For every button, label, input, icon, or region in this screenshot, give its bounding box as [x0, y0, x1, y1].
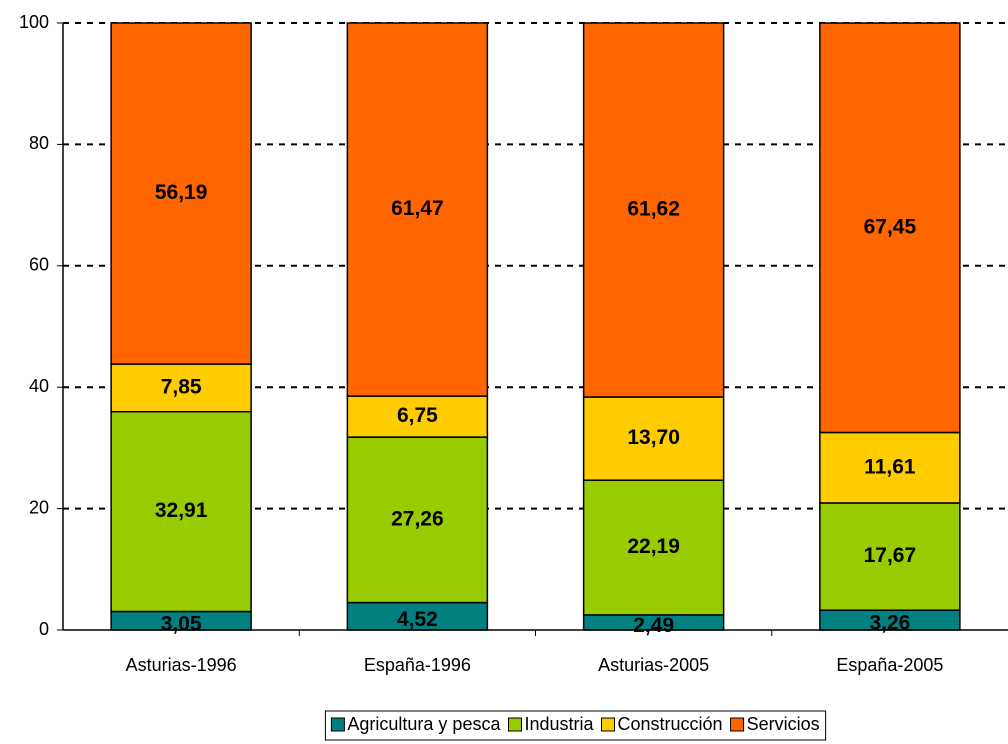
- bar-segment: [110, 22, 252, 365]
- data-label: 13,70: [627, 426, 680, 449]
- legend-label: Industria: [524, 714, 594, 734]
- y-tick-label: 60: [29, 255, 49, 275]
- y-tick-label: 0: [39, 619, 49, 639]
- data-label: 4,52: [397, 608, 438, 631]
- legend-swatch: [601, 717, 616, 732]
- y-tick-label: 20: [29, 497, 49, 517]
- x-tick-label: Asturias-2005: [598, 655, 709, 675]
- data-label: 3,26: [869, 612, 910, 635]
- data-label: 11,61: [864, 455, 916, 478]
- bar-segment: [110, 410, 252, 613]
- bar-segment: [819, 22, 961, 434]
- y-tick-label: 80: [29, 133, 49, 153]
- data-label: 7,85: [161, 375, 202, 398]
- data-label: 6,75: [397, 404, 438, 427]
- data-label: 56,19: [155, 181, 208, 204]
- x-tick-label: España-1996: [364, 655, 471, 675]
- legend-swatch: [330, 717, 345, 732]
- legend-label: Servicios: [747, 714, 820, 734]
- data-label: 61,62: [627, 198, 680, 221]
- data-label: 22,19: [627, 535, 680, 558]
- data-label: 2,49: [633, 614, 674, 637]
- legend-label: Agricultura y pesca: [347, 714, 501, 734]
- data-label: 27,26: [391, 507, 444, 530]
- x-tick-label: Asturias-1996: [126, 655, 237, 675]
- bar-segment: [819, 502, 961, 611]
- legend-swatch: [730, 717, 745, 732]
- legend-label: Construcción: [618, 714, 723, 734]
- data-label: 67,45: [864, 215, 917, 238]
- bar-segment: [346, 22, 489, 397]
- data-label: 32,91: [155, 499, 208, 522]
- bar-segment: [110, 363, 252, 413]
- x-tick-label: España-2005: [836, 655, 943, 675]
- y-tick-label: 40: [29, 376, 49, 396]
- y-tick-label: 100: [19, 12, 49, 32]
- bar-segment: [582, 396, 725, 481]
- data-label: 3,05: [161, 612, 202, 635]
- data-label: 17,67: [864, 544, 917, 567]
- data-label: 61,47: [391, 197, 444, 220]
- bar-segment: [819, 431, 961, 504]
- legend-swatch: [507, 717, 522, 732]
- bar-segment: [582, 22, 725, 398]
